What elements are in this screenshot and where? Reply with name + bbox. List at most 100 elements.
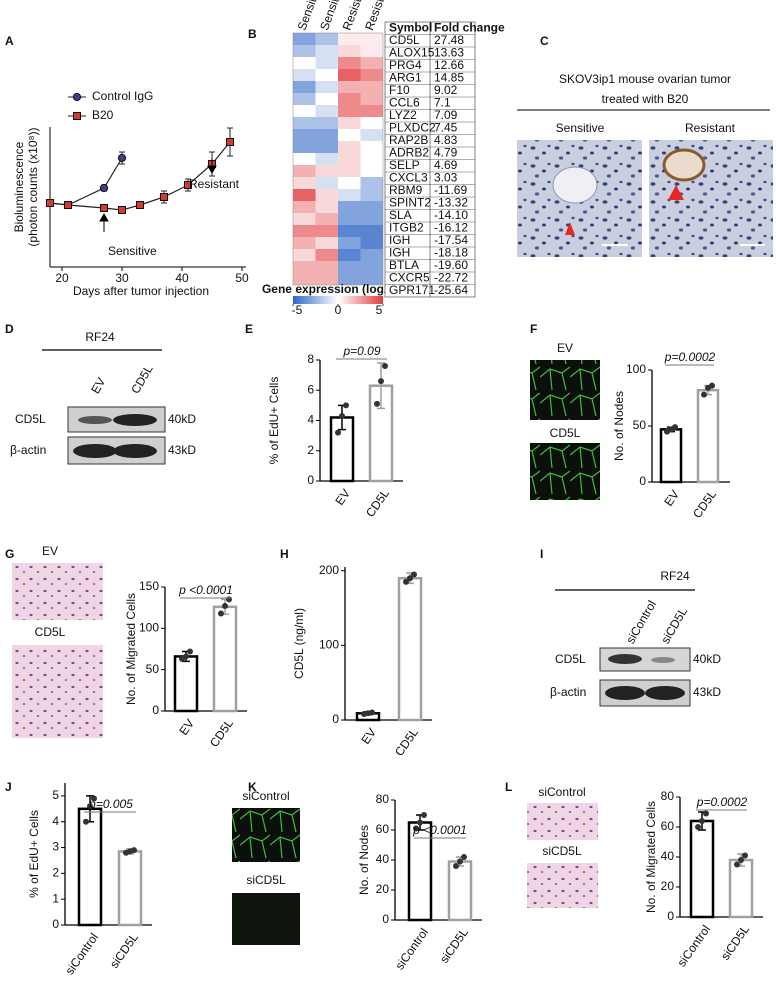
vessel: [662, 148, 706, 182]
table-cell: SLA: [389, 208, 412, 222]
y-tick-label: 0: [152, 703, 159, 717]
table-cell: IGH: [389, 245, 410, 259]
data-point: [413, 825, 419, 832]
micrograph: [232, 808, 300, 862]
data-point: [695, 824, 701, 830]
panel-title: SKOV3ip1 mouse ovarian tumor: [559, 72, 731, 86]
x-tick-label: siCD5L: [107, 930, 141, 971]
y-tick-label: 8: [307, 352, 314, 366]
data-point: [421, 812, 427, 818]
p-value: p=0.005: [88, 797, 133, 811]
heatmap-cell: [360, 105, 383, 117]
data-point: [699, 818, 705, 824]
p-value: p=0.0002: [664, 350, 716, 364]
heatmap-cell: [315, 225, 338, 237]
blot: [599, 647, 691, 672]
x-tick-label: CD5L: [363, 486, 392, 519]
table-cell: RBM9: [389, 183, 423, 197]
panel-label: D: [5, 322, 14, 336]
heatmap-cell: [315, 129, 338, 141]
y-axis-label: No. of Nodes: [612, 391, 626, 461]
y-tick-label: 60: [661, 819, 675, 833]
y-tick-label: 100: [626, 362, 646, 376]
x-tick-label: 30: [115, 271, 129, 285]
micrograph: [232, 893, 300, 945]
row-label: β-actin: [550, 685, 586, 699]
y-tick-label: 5: [52, 788, 59, 802]
y-axis-label: No. of Migrated Cells: [644, 801, 658, 913]
table-cell: BTLA: [389, 258, 419, 272]
size-label: 43kD: [168, 443, 196, 457]
colorbar-label: Gene expression (log2 FC): [262, 282, 414, 296]
x-tick-label: EV: [358, 726, 379, 747]
y-tick-label: 50: [146, 662, 160, 676]
micrograph: [527, 863, 598, 908]
heatmap-cell: [315, 237, 338, 249]
panel-label: E: [245, 322, 253, 336]
table-cell: 9.02: [434, 83, 458, 97]
heatmap-cell: [338, 177, 361, 189]
table-cell: ADRB2: [389, 145, 429, 159]
table-cell: -13.32: [434, 195, 468, 209]
x-tick-label: siCD5L: [718, 922, 752, 963]
x-tick-label: EV: [661, 488, 682, 509]
lane-label: CD5L: [128, 362, 156, 396]
panel-label: K: [248, 780, 257, 794]
table-cell: ALOX15: [389, 45, 435, 59]
micrograph: [530, 443, 600, 500]
data-point: [461, 854, 467, 860]
heatmap-cell: [293, 45, 316, 57]
table-cell: 12.66: [434, 58, 464, 72]
y-tick-label: 20: [376, 882, 390, 896]
table-cell: 13.63: [434, 45, 464, 59]
heatmap-cell: [293, 249, 316, 261]
table-cell: PLXDC2: [389, 120, 436, 134]
marker: [46, 199, 54, 207]
heatmap-cell: [360, 129, 383, 141]
heatmap-cell: [360, 57, 383, 69]
table-cell: SELP: [389, 158, 420, 172]
heatmap-cell: [338, 129, 361, 141]
x-tick-label: 40: [175, 271, 189, 285]
annotation: Sensitive: [108, 244, 157, 258]
heatmap-cell: [315, 201, 338, 213]
bar: [447, 860, 473, 922]
p-value: p <0.0001: [412, 823, 467, 837]
y-axis-label: (photon counts (x10⁸)): [26, 127, 40, 246]
y-tick-label: 4: [52, 814, 59, 828]
heatmap-cell: [338, 165, 361, 177]
table-cell: 7.1: [434, 95, 451, 109]
y-axis-label: Bioluminescence: [12, 141, 26, 232]
y-tick-label: 0: [332, 712, 339, 726]
heatmap-cell: [338, 93, 361, 105]
data-point: [374, 400, 380, 407]
micrograph: [12, 645, 103, 738]
band: [605, 686, 645, 700]
data-point: [87, 803, 93, 810]
heatmap-cell: [338, 273, 361, 285]
data-point: [378, 378, 384, 385]
x-tick-label: siControl: [62, 931, 101, 978]
panel-label: C: [540, 34, 549, 48]
heatmap-cell: [360, 201, 383, 213]
data-point: [382, 363, 388, 370]
micrograph: [12, 563, 103, 620]
heatmap-cell: [315, 153, 338, 165]
heatmap-cell: [360, 45, 383, 57]
legend-marker: [72, 92, 82, 102]
heatmap-cell: [293, 153, 316, 165]
heatmap-cell: [338, 45, 361, 57]
colorbar-tick-label: -5: [292, 303, 303, 317]
data-point: [369, 709, 375, 716]
arrow: [565, 222, 575, 235]
table-cell: -14.10: [434, 208, 468, 222]
heatmap-cell: [360, 213, 383, 225]
x-tick-label: 20: [55, 271, 69, 285]
heatmap-cell: [315, 273, 338, 285]
vessel: [552, 166, 598, 204]
y-tick-label: 0: [382, 912, 389, 926]
panel-label: L: [505, 780, 512, 794]
panel-title: treated with B20: [602, 92, 689, 106]
heatmap-cell: [338, 69, 361, 81]
y-axis-label: No. of Migrated Cells: [124, 593, 138, 705]
